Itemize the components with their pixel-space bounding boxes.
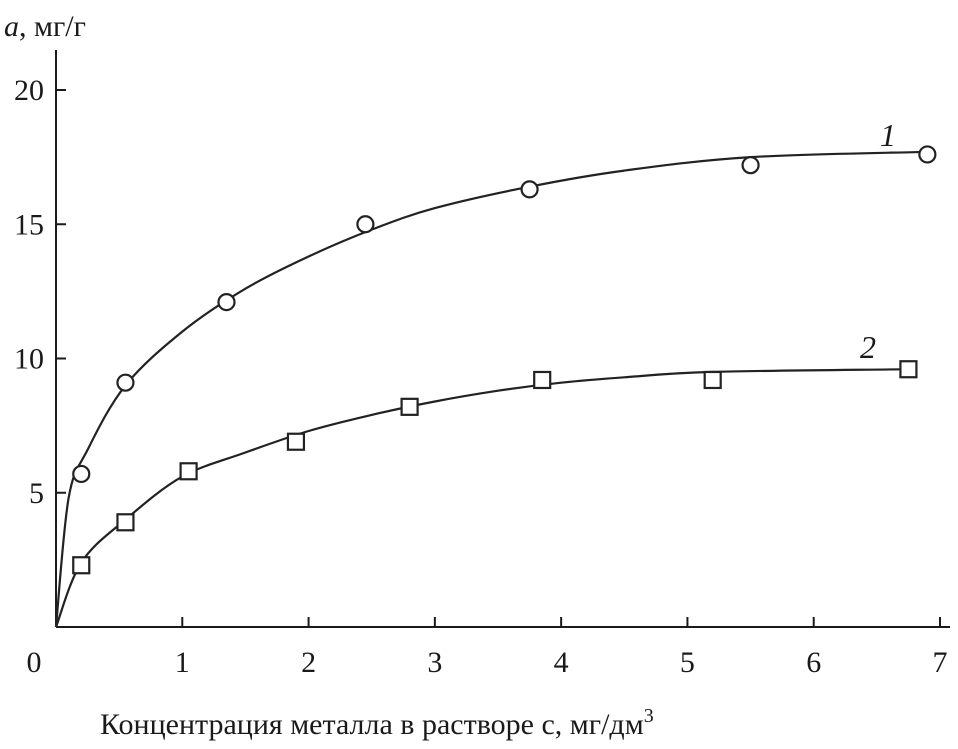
y-ticks: 5 10 15 20 <box>14 74 66 510</box>
y-tick-label: 5 <box>29 477 44 510</box>
x-tick-label: 4 <box>554 646 569 679</box>
x-tick-label: 2 <box>301 646 316 679</box>
y-tick-label: 15 <box>14 208 44 241</box>
axes <box>55 50 950 628</box>
curves <box>54 150 928 628</box>
series-2-point <box>703 370 722 390</box>
series-2-point <box>400 397 419 416</box>
series-2-point <box>533 370 552 390</box>
x-tick-label: 6 <box>806 646 821 679</box>
series-2-point <box>286 432 306 451</box>
series-2-point <box>72 556 91 575</box>
x-tick-label: 3 <box>427 646 442 679</box>
x-tick-label: 0 <box>27 646 42 679</box>
y-axis-title: a, мг/г <box>4 10 86 43</box>
series-2-point <box>179 462 198 481</box>
x-tick-label: 7 <box>933 646 948 679</box>
series-label-2: 2 <box>860 329 876 365</box>
x-axis-title-text: Концентрация металла в растворе c, мг/дм <box>100 708 644 741</box>
y-tick-label: 10 <box>14 343 44 376</box>
series-2-point <box>899 360 918 379</box>
series-1-point <box>217 293 236 312</box>
x-tick-label: 5 <box>680 646 695 679</box>
series-label-1: 1 <box>880 117 896 153</box>
series-1-point <box>116 373 135 392</box>
x-ticks: 0 1 2 3 4 5 6 7 <box>27 617 948 679</box>
series-2-point <box>116 513 135 532</box>
series-2-curve <box>54 368 909 628</box>
series-1-curve <box>54 150 928 628</box>
x-tick-label: 1 <box>175 646 190 679</box>
markers <box>72 145 937 575</box>
series-1-point <box>72 464 91 484</box>
series-1-point <box>356 215 375 234</box>
y-tick-label: 20 <box>14 74 44 107</box>
series-1-point <box>918 145 937 164</box>
series-1-point <box>741 156 760 175</box>
x-axis-title: Концентрация металла в растворе c, мг/дм… <box>100 705 654 741</box>
y-axis-title-unit: , мг/г <box>19 10 86 43</box>
x-axis-title-superscript: 3 <box>644 705 654 727</box>
y-axis-title-symbol: a <box>4 10 19 43</box>
series-1-point <box>520 180 539 199</box>
